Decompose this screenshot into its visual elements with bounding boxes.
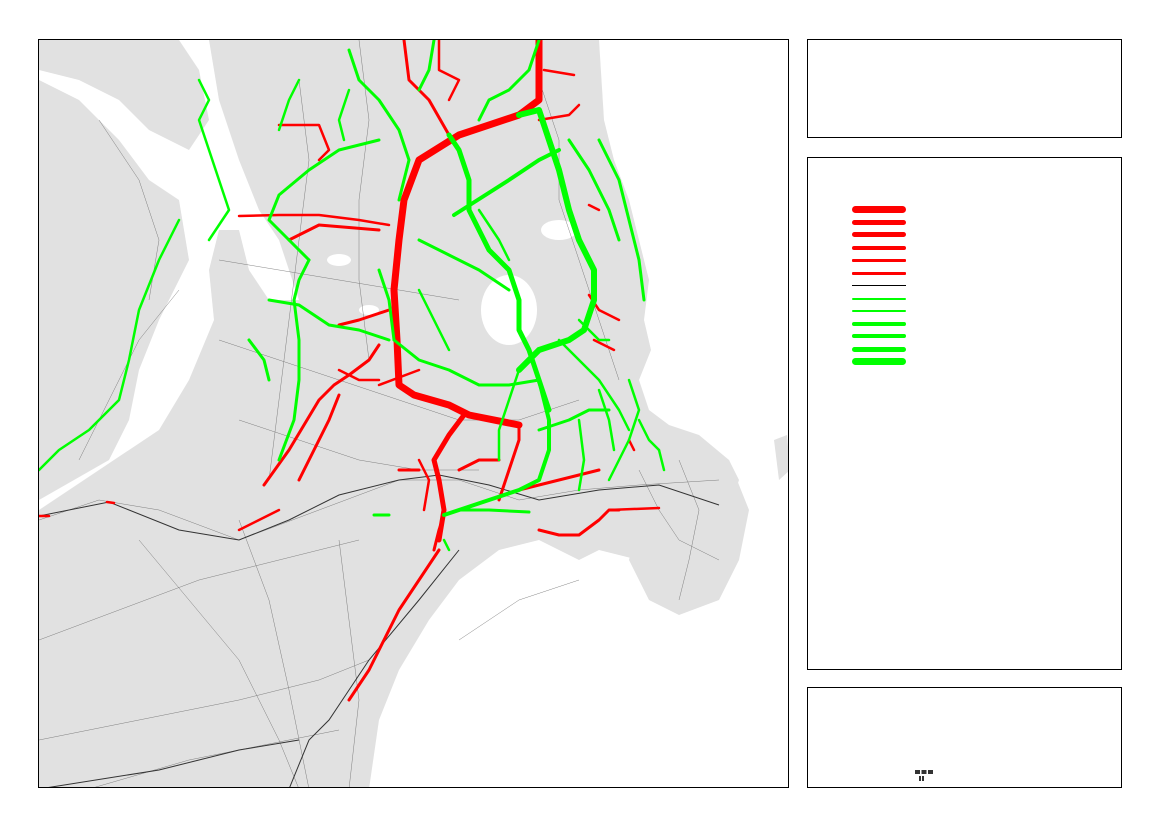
land-west (39, 80, 189, 500)
title-box (807, 39, 1122, 138)
legend-swatch (852, 322, 906, 326)
legend-swatch (852, 346, 906, 353)
map-frame[interactable] (38, 39, 789, 788)
info-box (807, 687, 1122, 788)
highways (39, 474, 720, 787)
legend-swatch (852, 297, 906, 300)
legend-swatch (852, 333, 906, 339)
legend-swatch (852, 219, 906, 226)
decrease-links (39, 40, 666, 552)
legend-swatch (852, 232, 906, 237)
red-ring-major (390, 40, 543, 429)
logo-icon (915, 770, 933, 781)
legend-swatch (852, 206, 906, 213)
highway-south (289, 549, 460, 787)
legend-swatch (852, 272, 906, 275)
land-island-sw (169, 420, 239, 480)
legend-swatch (852, 285, 906, 287)
lake-1 (481, 275, 537, 345)
traffic-map[interactable] (39, 40, 789, 788)
legend-box (807, 157, 1122, 670)
legend-swatch (852, 258, 906, 262)
lake-3 (327, 254, 351, 266)
green-ring-major (516, 107, 597, 373)
lakes (327, 220, 577, 345)
highway-west (39, 474, 720, 541)
legend-swatch (852, 309, 906, 313)
land-island-east (774, 435, 788, 480)
land-amager (629, 450, 749, 615)
lake-4 (359, 305, 379, 315)
lake-2 (541, 220, 577, 240)
legend-swatch (852, 358, 906, 366)
land-north-west (39, 40, 209, 150)
legend-swatch (852, 246, 906, 250)
